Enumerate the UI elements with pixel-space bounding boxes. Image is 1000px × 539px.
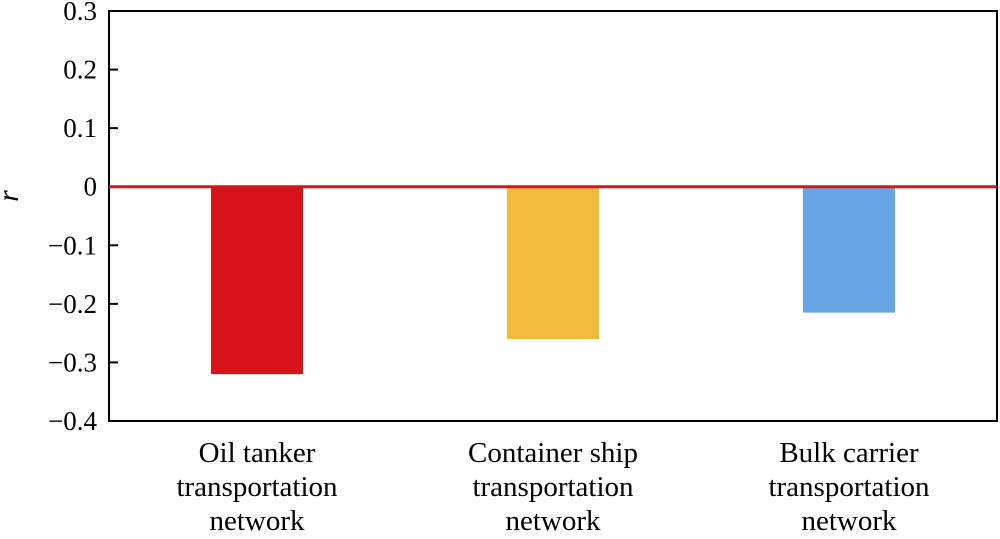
y-tick-label: −0.1: [48, 230, 97, 260]
bar: [803, 186, 895, 313]
y-tick-label: −0.4: [48, 406, 97, 436]
bar: [507, 186, 599, 339]
plot-frame: [108, 10, 998, 422]
y-tick-label: 0: [84, 172, 98, 202]
x-category-label: Oil tanker transportation network: [176, 437, 338, 537]
x-category-label: Container ship transportation network: [468, 437, 638, 537]
y-tick-label: 0.2: [63, 55, 97, 85]
x-category-label: Bulk carrier transportation network: [768, 437, 930, 537]
y-tick-label: −0.2: [48, 289, 97, 319]
y-tick-label: 0.1: [63, 113, 97, 143]
y-axis-label: r: [0, 190, 25, 202]
y-tick-label: 0.3: [63, 0, 97, 26]
y-tick-label: −0.3: [48, 347, 97, 377]
bar: [211, 186, 303, 375]
